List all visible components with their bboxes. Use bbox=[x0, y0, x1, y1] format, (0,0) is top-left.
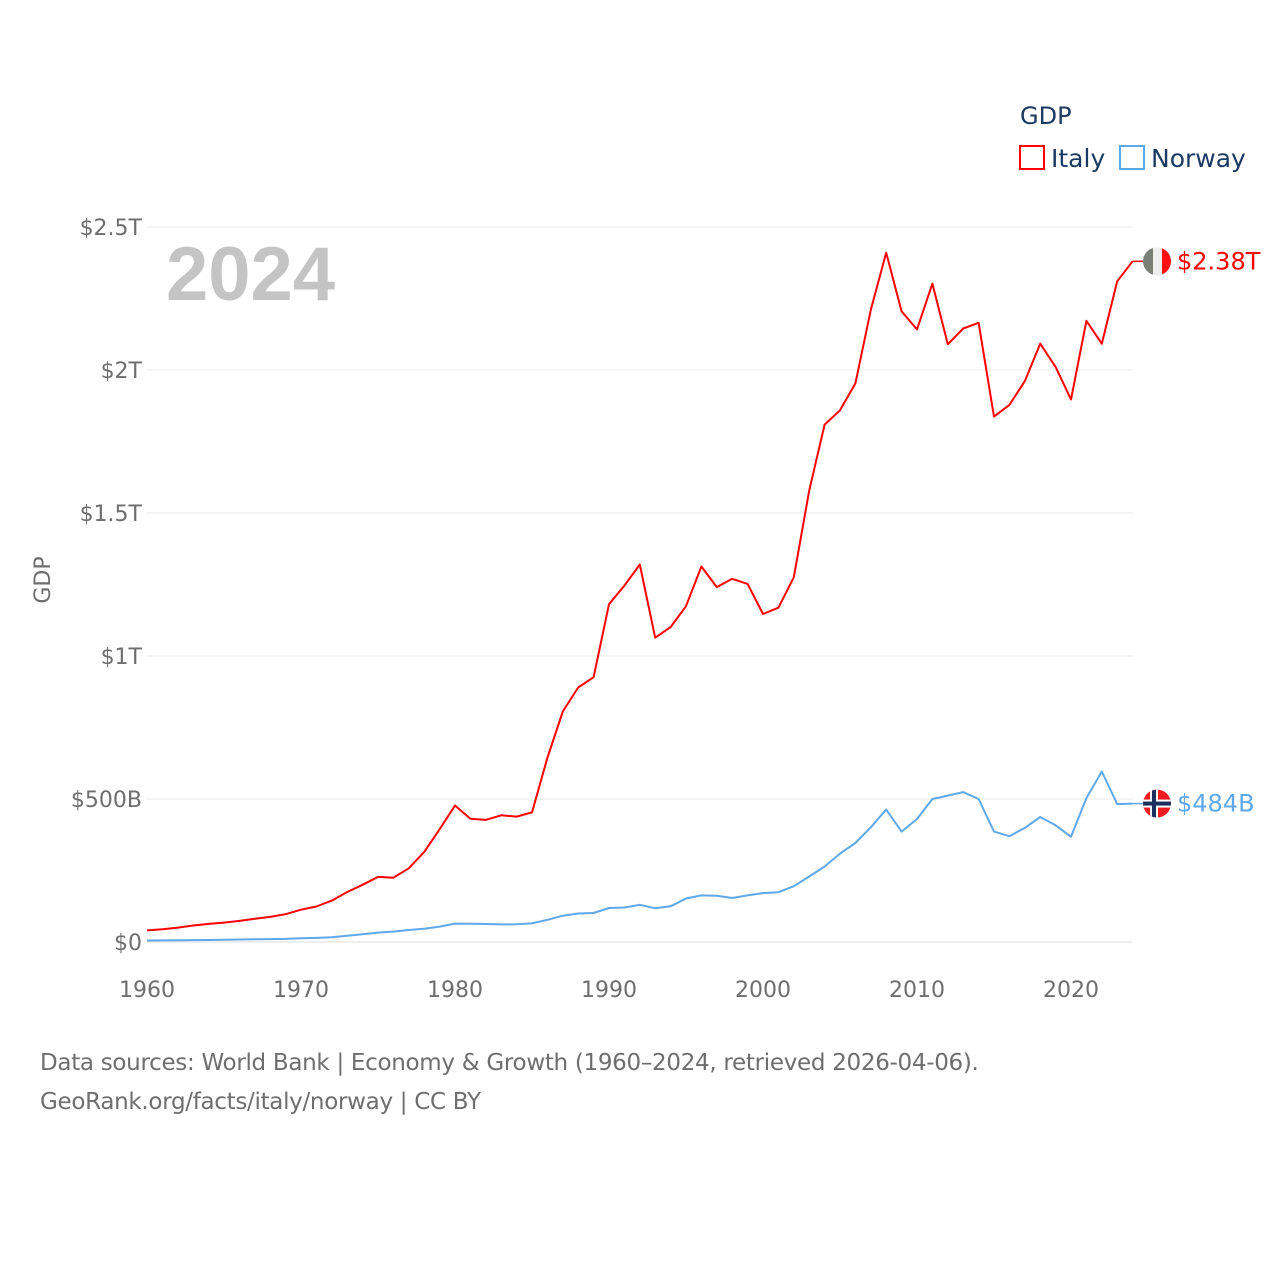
flag-stripe bbox=[1153, 247, 1162, 276]
series-line-italy bbox=[146, 251, 1134, 932]
x-tick-label: 2010 bbox=[889, 978, 945, 1003]
y-tick-label: $1.5T bbox=[80, 502, 143, 527]
source-line-1: Data sources: World Bank | Economy & Gro… bbox=[40, 1050, 979, 1076]
x-tick-label: 1960 bbox=[119, 978, 175, 1003]
legend-label-norway: Norway bbox=[1151, 144, 1246, 173]
legend-title: GDP bbox=[1020, 102, 1072, 130]
legend-label-italy: Italy bbox=[1051, 144, 1105, 173]
y-tick-label: $2T bbox=[101, 359, 143, 384]
flag-cross bbox=[1143, 801, 1171, 806]
x-tick-label: 2000 bbox=[735, 978, 791, 1003]
flag-stripe bbox=[1162, 247, 1171, 276]
x-tick-label: 1970 bbox=[273, 978, 329, 1003]
y-tick-label: $2.5T bbox=[80, 216, 143, 241]
italy-flag-icon bbox=[1143, 247, 1171, 276]
source-note: Data sources: World Bank | Economy & Gro… bbox=[40, 1044, 979, 1122]
y-axis-label: GDP bbox=[31, 556, 56, 603]
legend-swatch-norway bbox=[1119, 145, 1145, 170]
legend-swatch-italy bbox=[1019, 145, 1045, 170]
x-tick-label: 1990 bbox=[581, 978, 637, 1003]
end-value-label: $2.38T bbox=[1177, 247, 1261, 275]
y-tick-label: $0 bbox=[114, 931, 142, 956]
year-overlay: 2024 bbox=[166, 232, 335, 317]
series-line-norway bbox=[146, 770, 1133, 942]
end-value-label: $484B bbox=[1177, 790, 1255, 818]
y-tick-label: $1T bbox=[101, 645, 143, 670]
norway-flag-icon bbox=[1143, 789, 1171, 818]
x-tick-label: 2020 bbox=[1043, 978, 1099, 1003]
y-tick-label: $500B bbox=[71, 788, 142, 813]
flag-body bbox=[1143, 247, 1171, 276]
flag-body bbox=[1143, 789, 1171, 818]
source-line-2: GeoRank.org/facts/italy/norway | CC BY bbox=[40, 1089, 481, 1115]
x-tick-label: 1980 bbox=[427, 978, 483, 1003]
flag-stripe bbox=[1143, 247, 1153, 276]
